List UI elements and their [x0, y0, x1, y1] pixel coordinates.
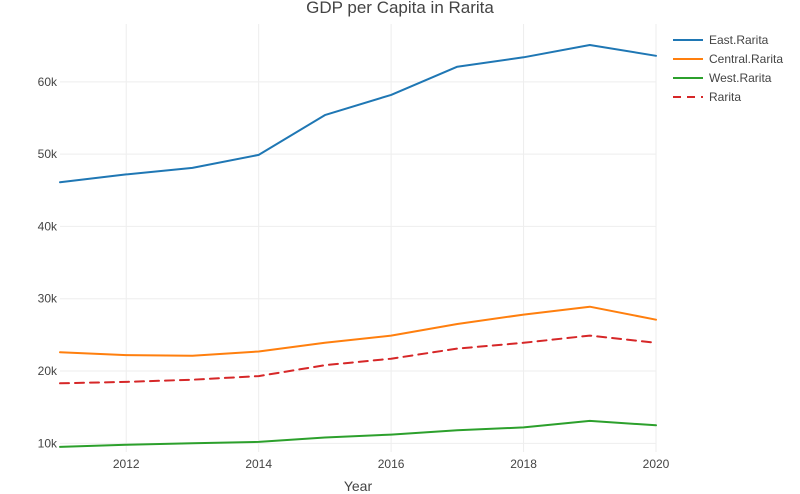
y-axis-ticks: 10k 20k 30k 40k 50k 60k — [38, 75, 58, 450]
y-tick-label: 30k — [38, 292, 58, 306]
series-line-central-rarita[interactable] — [59, 305, 657, 357]
gridlines — [60, 24, 657, 452]
y-tick-label: 50k — [38, 147, 58, 161]
legend-label: Central.Rarita — [709, 52, 783, 66]
legend-item[interactable]: West.Rarita — [673, 71, 772, 85]
x-axis-label: Year — [344, 478, 373, 494]
x-tick-label: 2020 — [643, 457, 670, 471]
series-line-rarita[interactable] — [59, 334, 657, 385]
legend-item[interactable]: Rarita — [673, 90, 741, 104]
y-tick-label: 20k — [38, 364, 58, 378]
x-tick-label: 2018 — [510, 457, 537, 471]
x-axis-ticks: 2012 2014 2016 2018 2020 — [113, 457, 670, 471]
legend-label: Rarita — [709, 90, 741, 104]
x-tick-label: 2014 — [245, 457, 272, 471]
x-tick-label: 2012 — [113, 457, 140, 471]
series-lines — [59, 44, 657, 448]
series-line-east-rarita[interactable] — [59, 44, 657, 184]
legend-item[interactable]: Central.Rarita — [673, 52, 783, 66]
y-tick-label: 40k — [38, 219, 58, 233]
x-tick-label: 2016 — [378, 457, 405, 471]
chart-title: GDP per Capita in Rarita — [306, 0, 494, 17]
y-tick-label: 60k — [38, 75, 58, 89]
legend[interactable]: East.Rarita Central.Rarita West.Rarita Rari… — [673, 33, 783, 104]
series-line-west-rarita[interactable] — [59, 419, 657, 448]
legend-label: East.Rarita — [709, 33, 769, 47]
legend-label: West.Rarita — [709, 71, 772, 85]
y-tick-label: 10k — [38, 436, 58, 450]
legend-item[interactable]: East.Rarita — [673, 33, 769, 47]
